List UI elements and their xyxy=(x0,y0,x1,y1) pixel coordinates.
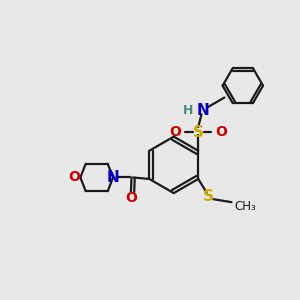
Text: CH₃: CH₃ xyxy=(235,200,256,213)
Text: O: O xyxy=(68,170,80,184)
Text: O: O xyxy=(215,125,227,139)
Text: S: S xyxy=(203,189,214,204)
Text: N: N xyxy=(107,170,119,185)
Text: S: S xyxy=(193,125,204,140)
Text: O: O xyxy=(169,125,181,139)
Text: H: H xyxy=(183,104,194,117)
Text: O: O xyxy=(125,191,137,205)
Text: N: N xyxy=(196,103,209,118)
